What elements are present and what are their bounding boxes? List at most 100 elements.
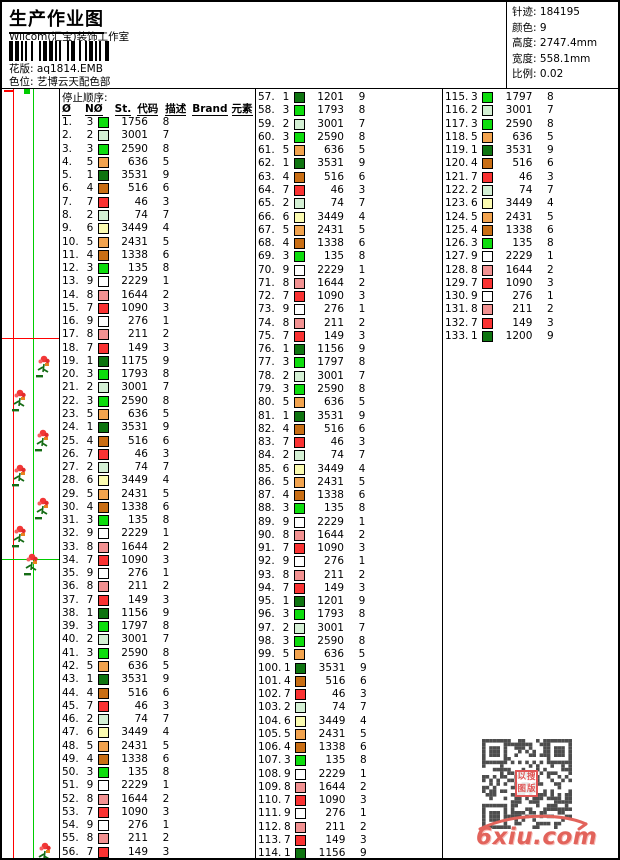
stitch-count: 211 bbox=[323, 316, 344, 329]
table-row: 122. 2 74 7 bbox=[443, 184, 618, 197]
needle-number: 1 bbox=[471, 329, 478, 342]
color-swatch bbox=[98, 289, 109, 301]
stitch-count: 276 bbox=[325, 807, 346, 820]
table-row: 109. 8 1644 2 bbox=[256, 781, 442, 794]
flower-sprig-icon bbox=[23, 553, 41, 579]
needle-number: 2 bbox=[86, 129, 94, 142]
row-index: 127. bbox=[445, 250, 469, 263]
color-code: 3 bbox=[360, 834, 367, 846]
barcode-bar bbox=[53, 41, 55, 61]
row-index: 25. bbox=[62, 434, 79, 447]
stitch-count: 1175 bbox=[121, 354, 148, 367]
col-header-needle: NØ bbox=[84, 103, 103, 116]
table-row: 92. 9 276 1 bbox=[256, 555, 442, 568]
row-index: 28. bbox=[62, 474, 79, 487]
needle-number: 5 bbox=[282, 144, 290, 157]
table-row: 115. 3 1797 8 bbox=[443, 91, 618, 104]
table-row: 108. 9 2229 1 bbox=[256, 768, 442, 781]
color-swatch bbox=[98, 647, 109, 659]
table-row: 128. 8 1644 2 bbox=[443, 263, 618, 276]
stamp-char: 版 bbox=[526, 783, 536, 794]
table-row: 1. 3 1756 8 bbox=[60, 116, 255, 129]
needle-number: 6 bbox=[86, 726, 94, 739]
color-code: 1 bbox=[162, 527, 170, 540]
needle-number: 6 bbox=[86, 222, 94, 235]
color-code: 6 bbox=[358, 237, 366, 250]
needle-number: 7 bbox=[471, 170, 478, 183]
table-row: 126. 3 135 8 bbox=[443, 237, 618, 250]
stitch-count: 2229 bbox=[317, 515, 344, 528]
needle-number: 9 bbox=[86, 527, 94, 540]
needle-number: 4 bbox=[282, 422, 290, 435]
row-index: 120. bbox=[445, 157, 469, 170]
color-swatch bbox=[98, 594, 109, 606]
barcode-bar bbox=[85, 41, 87, 61]
row-index: 125. bbox=[445, 223, 469, 236]
needle-number: 2 bbox=[282, 449, 290, 462]
row-index: 98. bbox=[258, 635, 275, 648]
needle-number: 5 bbox=[282, 648, 290, 661]
color-swatch bbox=[295, 821, 307, 833]
stitch-count: 1793 bbox=[121, 368, 148, 381]
color-code: 9 bbox=[358, 91, 366, 104]
row-index: 71. bbox=[258, 276, 275, 289]
color-swatch bbox=[294, 476, 305, 488]
color-code: 7 bbox=[162, 381, 170, 394]
row-index: 123. bbox=[445, 197, 469, 210]
needle-number: 9 bbox=[471, 290, 478, 303]
row-index: 22. bbox=[62, 394, 79, 407]
color-swatch bbox=[98, 276, 109, 288]
color-code: 6 bbox=[360, 741, 367, 754]
stitch-count: 516 bbox=[127, 182, 148, 195]
stitch-count: 74 bbox=[332, 701, 346, 714]
color-code: 6 bbox=[547, 157, 554, 170]
needle-number: 4 bbox=[86, 434, 94, 447]
row-index: 35. bbox=[62, 567, 79, 580]
color-code: 8 bbox=[358, 130, 366, 143]
color-code: 5 bbox=[358, 144, 366, 157]
stitch-count: 2431 bbox=[121, 235, 148, 248]
watermark-swoosh-icon bbox=[478, 814, 588, 831]
flower-sprig-icon bbox=[35, 355, 53, 381]
table-row: 113. 7 149 3 bbox=[256, 834, 442, 847]
color-swatch bbox=[98, 249, 109, 261]
color-swatch bbox=[294, 357, 305, 369]
color-code: 8 bbox=[162, 766, 170, 779]
stitch-count: 2229 bbox=[317, 263, 344, 276]
needle-number: 8 bbox=[86, 328, 94, 341]
needle-number: 2 bbox=[282, 117, 290, 130]
table-row: 79. 3 2590 8 bbox=[256, 383, 442, 396]
color-code: 7 bbox=[162, 129, 170, 142]
stitch-count: 46 bbox=[134, 195, 148, 208]
color-code: 2 bbox=[358, 316, 366, 329]
row-index: 129. bbox=[445, 276, 469, 289]
color-code: 6 bbox=[360, 674, 367, 687]
needle-number: 8 bbox=[86, 832, 94, 845]
row-index: 32. bbox=[62, 527, 79, 540]
table-row: 43. 1 3531 9 bbox=[60, 673, 255, 686]
color-code: 2 bbox=[360, 780, 367, 793]
color-code: 9 bbox=[360, 661, 367, 674]
needle-number: 3 bbox=[282, 356, 290, 369]
table-row: 99. 5 636 5 bbox=[256, 648, 442, 661]
needle-number: 9 bbox=[86, 275, 94, 288]
stitch-count: 3449 bbox=[505, 197, 533, 210]
needle-number: 8 bbox=[284, 820, 291, 833]
barcode-bar bbox=[19, 41, 21, 61]
table-column-2: 57. 1 1201 9 58. 3 1793 8 59. 2 3001 7 60. 3 2590 8 61. 5… bbox=[255, 89, 442, 858]
color-swatch bbox=[98, 462, 109, 474]
stat-label: 比例: bbox=[512, 68, 540, 80]
stitch-count: 1090 bbox=[121, 805, 148, 818]
table-row: 129. 7 1090 3 bbox=[443, 276, 618, 290]
needle-number: 3 bbox=[282, 130, 290, 143]
table-row: 104. 6 3449 4 bbox=[256, 714, 442, 727]
table-row: 62. 1 3531 9 bbox=[256, 157, 442, 170]
needle-number: 7 bbox=[284, 794, 291, 807]
table-row: 51. 9 2229 1 bbox=[60, 779, 255, 792]
color-code: 8 bbox=[162, 620, 170, 633]
stitch-count: 3001 bbox=[317, 369, 344, 382]
barcode-bar bbox=[41, 41, 43, 61]
colorway-row: 色位: 艺博云天配色部 bbox=[9, 74, 110, 89]
table-row: 97. 2 3001 7 bbox=[256, 622, 442, 635]
color-code: 6 bbox=[162, 752, 170, 765]
